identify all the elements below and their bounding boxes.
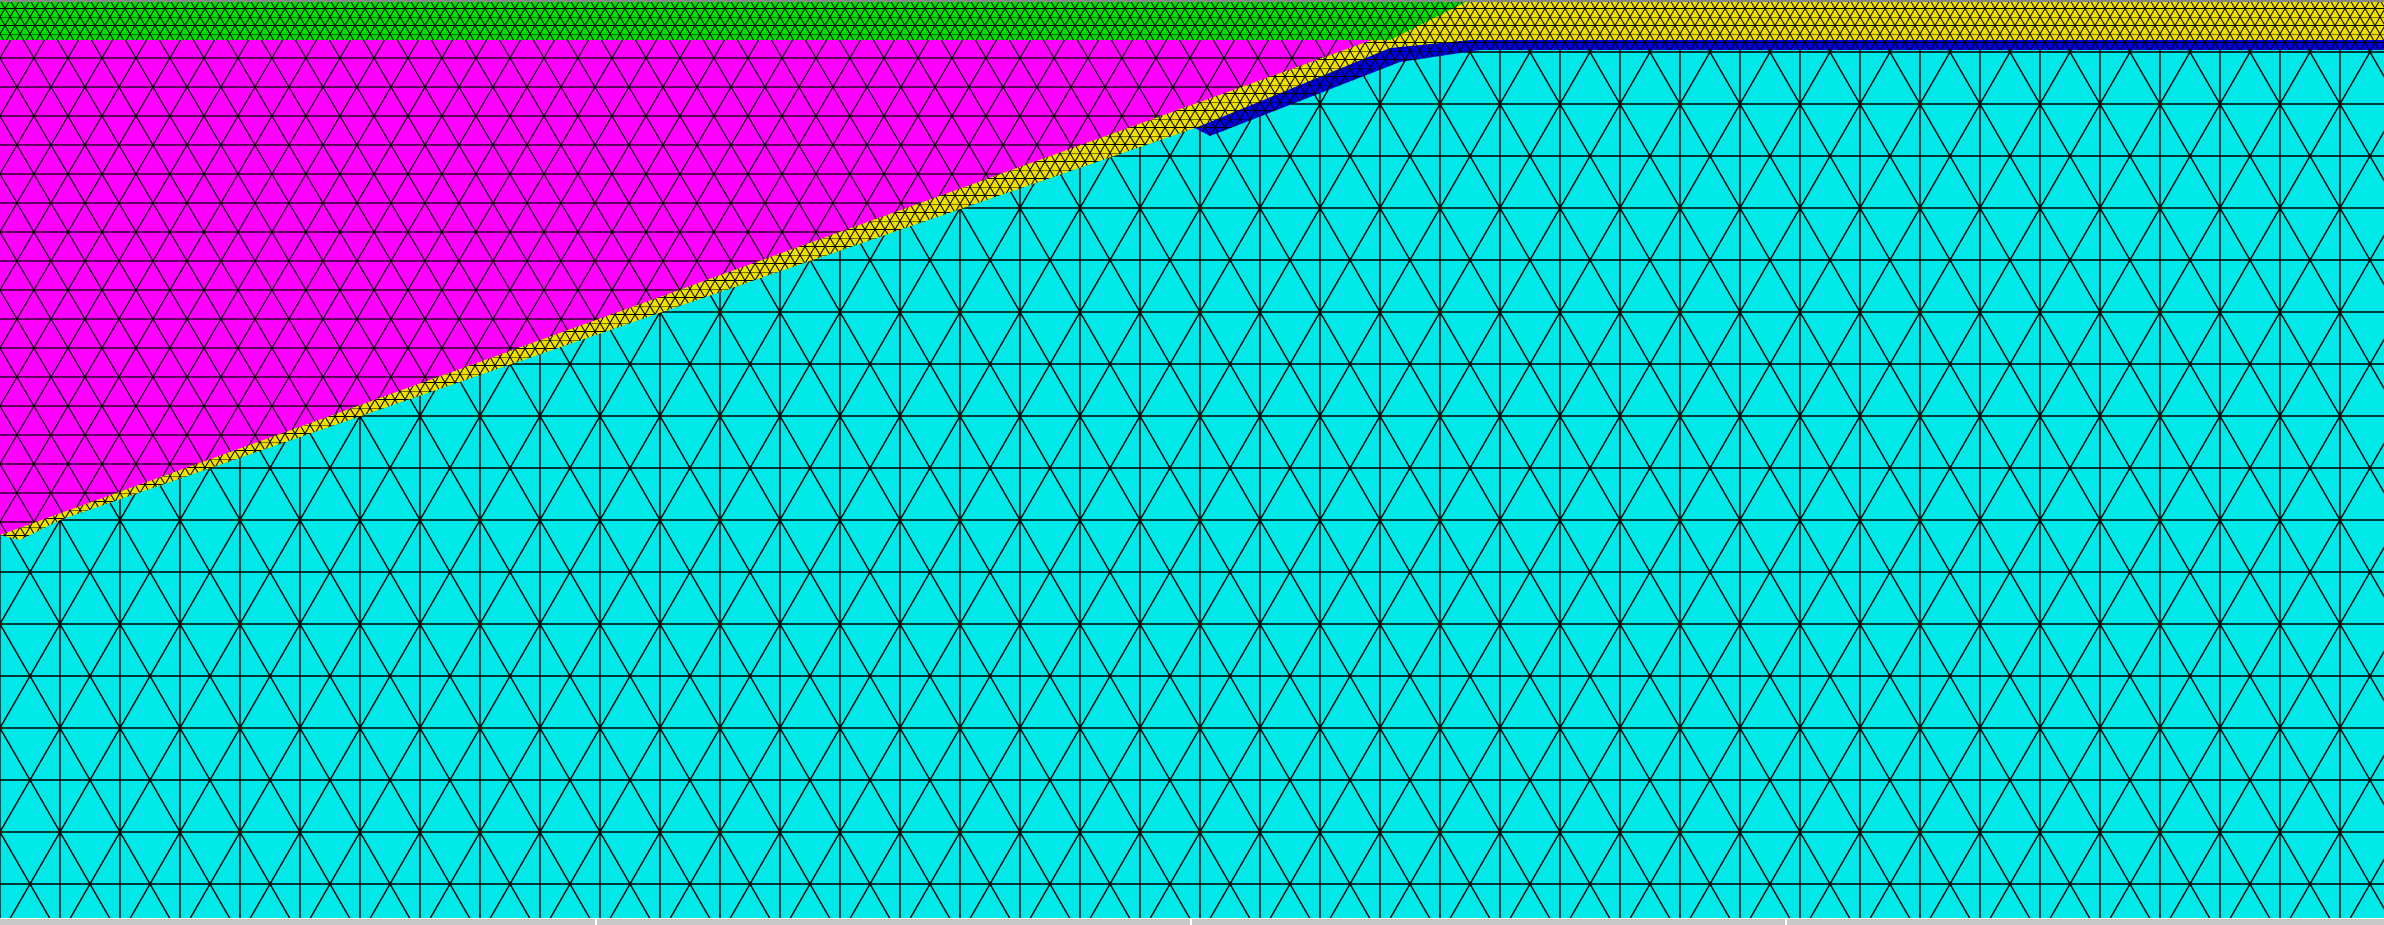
bottom-frame bbox=[0, 918, 2384, 925]
frame-divider bbox=[1190, 919, 1192, 925]
yellow-region bbox=[0, 0, 2384, 540]
blue-region bbox=[1195, 40, 2384, 136]
frame-divider bbox=[595, 919, 597, 925]
green-region bbox=[0, 0, 1470, 40]
top-frame bbox=[0, 0, 2384, 2]
frame-divider bbox=[1785, 919, 1787, 925]
